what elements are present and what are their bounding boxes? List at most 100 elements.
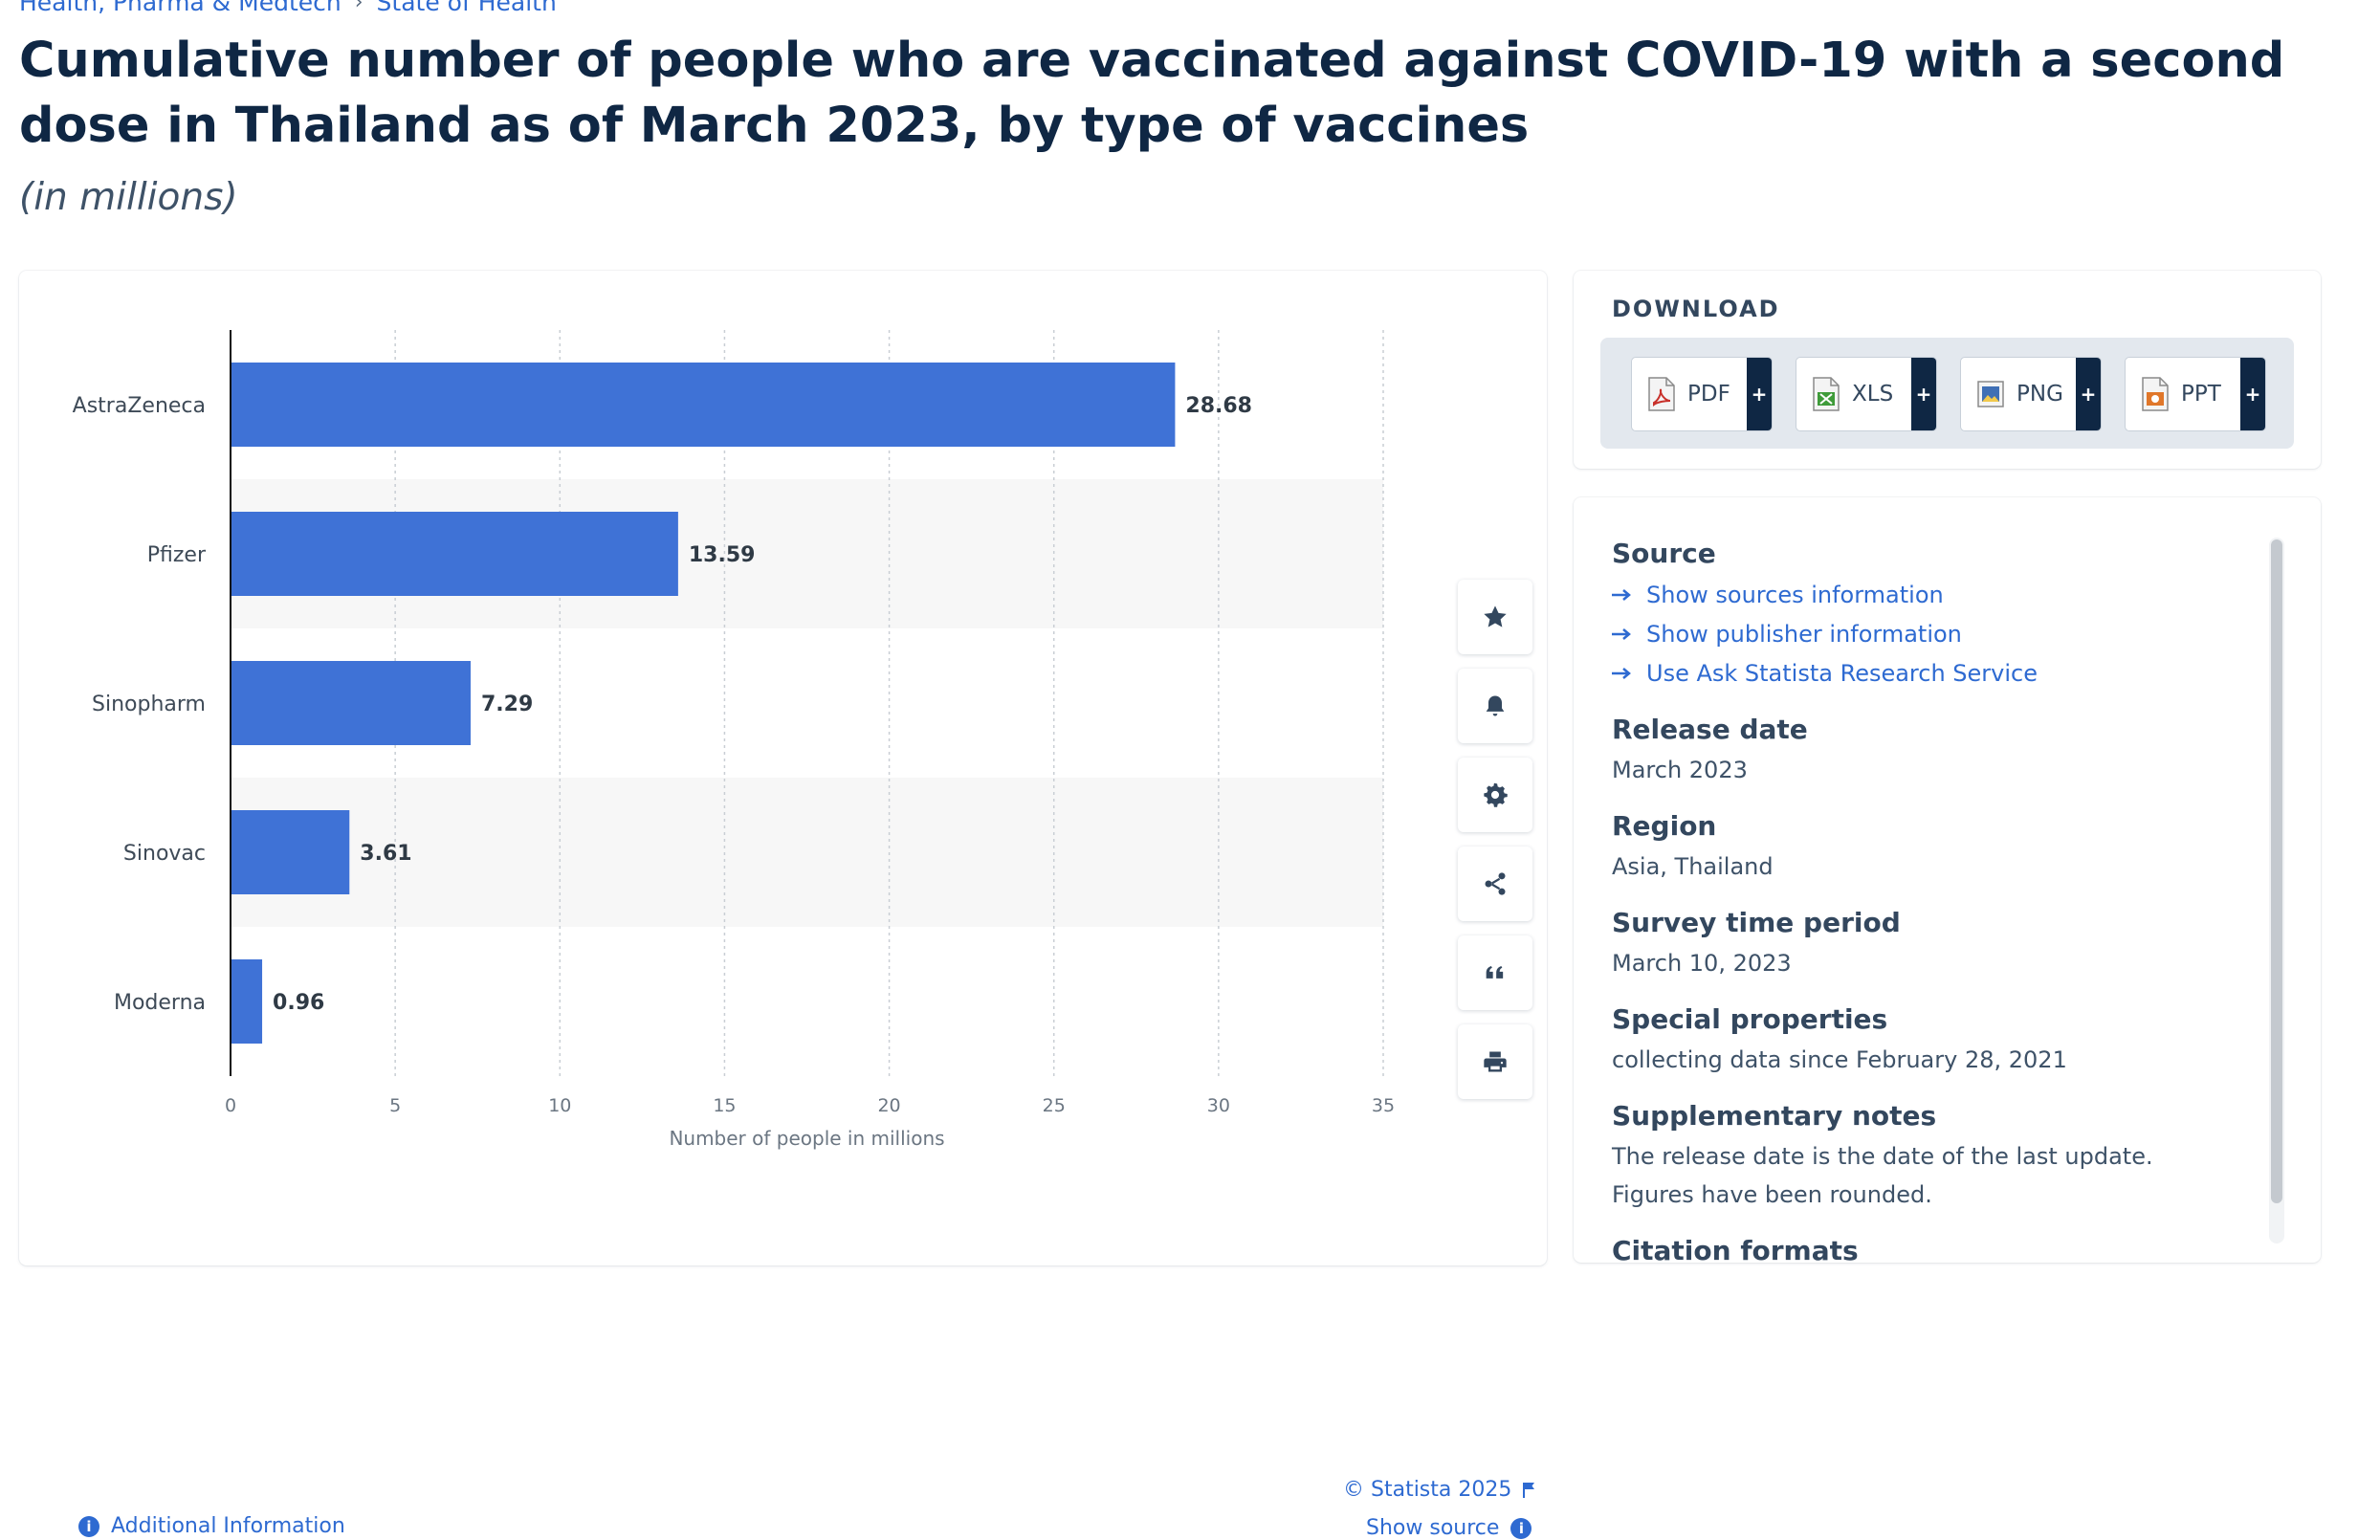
additional-information-link[interactable]: i Additional Information: [78, 1514, 345, 1538]
page-title: Cumulative number of people who are vacc…: [19, 33, 2285, 154]
gear-icon: [1484, 782, 1508, 807]
show-source-label: Show source: [1366, 1516, 1500, 1540]
statistic-details: Source Show sources information Show pub…: [1612, 538, 2243, 1263]
plus-icon: +: [1911, 358, 1936, 430]
source-section: Source Show sources information Show pub…: [1612, 538, 2243, 693]
ppt-file-icon: [2142, 377, 2169, 411]
survey-period-section: Survey time period March 10, 2023: [1612, 907, 2243, 982]
download-ppt-label: PPT: [2181, 382, 2221, 407]
region-heading: Region: [1612, 810, 1717, 842]
supplementary-notes-heading: Supplementary notes: [1612, 1100, 1937, 1132]
plus-icon: +: [2076, 358, 2101, 430]
bar-chart: AstraZeneca 28.68 Pfizer 13.59 Sinopharm 7.29…: [73, 330, 1395, 1150]
favorite-button[interactable]: [1458, 580, 1532, 654]
data-label: 28.68: [1185, 394, 1252, 418]
info-icon: i: [1510, 1517, 1532, 1539]
details-scrollbar-thumb[interactable]: [2271, 539, 2282, 1203]
notification-button[interactable]: [1458, 669, 1532, 743]
data-label: 3.61: [360, 842, 411, 866]
bell-icon: [1486, 695, 1505, 716]
data-label: 0.96: [273, 991, 324, 1015]
bar: [231, 363, 1176, 447]
download-xls-label: XLS: [1852, 382, 1894, 407]
arrow-right-icon: [1612, 627, 1631, 640]
survey-period-heading: Survey time period: [1612, 907, 1901, 938]
bar: [231, 661, 471, 745]
data-label: 7.29: [481, 693, 533, 716]
x-tick-label: 30: [1207, 1095, 1230, 1116]
x-tick-label: 0: [225, 1095, 236, 1116]
download-card: DOWNLOAD PDF + XLS + PNG + PPT +: [1574, 271, 2321, 469]
details-scrollbar[interactable]: [2269, 538, 2284, 1243]
breadcrumb: Health, Pharma & Medtech › State of Heal…: [19, 0, 557, 16]
release-date-value: March 2023: [1612, 757, 1748, 783]
category-label: Sinovac: [123, 842, 206, 866]
supplementary-notes-line: The release date is the date of the last…: [1612, 1143, 2153, 1170]
breadcrumb-separator: ›: [354, 0, 364, 14]
download-bar: PDF + XLS + PNG + PPT +: [1600, 338, 2294, 449]
statistic-details-card: Source Show sources information Show pub…: [1574, 497, 2321, 1263]
x-tick-label: 20: [877, 1095, 900, 1116]
citation-section: Citation formats: [1612, 1235, 2243, 1263]
region-section: Region Asia, Thailand: [1612, 810, 2243, 886]
x-tick-label: 10: [548, 1095, 571, 1116]
show-sources-information-link[interactable]: Show sources information: [1612, 575, 2243, 614]
download-png-button[interactable]: PNG +: [1960, 357, 2102, 431]
additional-information-label: Additional Information: [111, 1514, 345, 1538]
survey-period-value: March 10, 2023: [1612, 950, 1792, 977]
ask-statista-research-label: Use Ask Statista Research Service: [1646, 659, 2038, 687]
breadcrumb-link-health[interactable]: Health, Pharma & Medtech: [19, 0, 342, 16]
x-tick-label: 15: [713, 1095, 736, 1116]
arrow-right-icon: [1612, 667, 1631, 679]
category-label: Moderna: [114, 991, 206, 1015]
region-value: Asia, Thailand: [1612, 853, 1774, 880]
show-source-link[interactable]: Show source i: [1366, 1516, 1532, 1540]
release-date-section: Release date March 2023: [1612, 714, 2243, 789]
pdf-file-icon: [1648, 377, 1675, 411]
png-file-icon: [1977, 381, 2004, 407]
copyright-text: © Statista 2025: [1343, 1478, 1512, 1502]
quote-icon: [1486, 966, 1504, 979]
bar: [231, 959, 263, 1044]
special-properties-heading: Special properties: [1612, 1003, 1888, 1035]
page-subtitle: (in millions): [19, 176, 238, 219]
download-pdf-label: PDF: [1687, 382, 1730, 407]
bar: [231, 512, 678, 596]
special-properties-value: collecting data since February 28, 2021: [1612, 1046, 2067, 1073]
share-button[interactable]: [1458, 847, 1532, 921]
download-png-label: PNG: [2016, 382, 2063, 407]
row-stripe: [231, 778, 1383, 927]
download-xls-button[interactable]: XLS +: [1796, 357, 1937, 431]
show-publisher-information-label: Show publisher information: [1646, 620, 1962, 648]
release-date-heading: Release date: [1612, 714, 1808, 745]
category-label: AstraZeneca: [73, 394, 206, 418]
print-button[interactable]: [1458, 1024, 1532, 1099]
download-ppt-button[interactable]: PPT +: [2125, 357, 2266, 431]
ask-statista-research-link[interactable]: Use Ask Statista Research Service: [1612, 653, 2243, 693]
share-icon: [1485, 872, 1506, 895]
chart-toolbar: [1458, 580, 1532, 1113]
cite-button[interactable]: [1458, 935, 1532, 1010]
x-tick-label: 25: [1043, 1095, 1066, 1116]
show-publisher-information-link[interactable]: Show publisher information: [1612, 614, 2243, 653]
x-tick-label: 35: [1372, 1095, 1395, 1116]
settings-button[interactable]: [1458, 758, 1532, 832]
show-sources-information-label: Show sources information: [1646, 581, 1944, 608]
chart-card: AstraZeneca 28.68 Pfizer 13.59 Sinopharm 7.29…: [19, 271, 1547, 1540]
info-icon: i: [78, 1515, 99, 1537]
plus-icon: +: [2240, 358, 2265, 430]
data-label: 13.59: [689, 543, 756, 567]
category-label: Pfizer: [147, 543, 207, 567]
citation-heading: Citation formats: [1612, 1235, 1859, 1263]
category-label: Sinopharm: [92, 693, 206, 716]
flag-icon: [1523, 1482, 1535, 1498]
special-properties-section: Special properties collecting data since…: [1612, 1003, 2243, 1079]
statista-copyright[interactable]: © Statista 2025: [1343, 1478, 1536, 1502]
xls-file-icon: [1813, 377, 1840, 411]
bar: [231, 810, 350, 894]
breadcrumb-link-state-of-health[interactable]: State of Health: [376, 0, 557, 16]
download-pdf-button[interactable]: PDF +: [1631, 357, 1773, 431]
supplementary-notes-line: Figures have been rounded.: [1612, 1181, 1932, 1208]
star-icon: [1484, 605, 1507, 627]
arrow-right-icon: [1612, 588, 1631, 601]
